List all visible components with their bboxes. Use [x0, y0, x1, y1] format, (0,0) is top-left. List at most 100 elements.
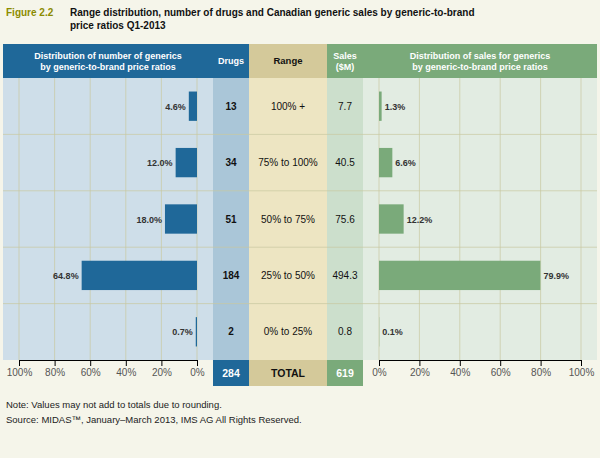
total-background	[249, 360, 327, 386]
bar	[379, 148, 392, 177]
bar	[379, 261, 540, 290]
grid-line	[125, 78, 126, 360]
total-value: 284	[222, 367, 240, 379]
bar	[379, 204, 404, 233]
tick-label: 20%	[410, 367, 430, 378]
grid-line	[90, 78, 91, 360]
data-label: 18.0%	[136, 215, 162, 225]
annotation: Source: MIDAS™, January–March 2013, IMS …	[6, 414, 302, 425]
total-background	[327, 360, 363, 386]
tick-mark	[90, 360, 91, 366]
bar	[165, 204, 197, 233]
data-label: 1.3%	[385, 102, 406, 112]
table-value: 7.7	[338, 101, 352, 112]
grid	[379, 78, 581, 360]
bar	[82, 261, 197, 290]
tick: 60%	[491, 360, 511, 378]
grid-line	[581, 78, 582, 360]
data-label: 0.1%	[382, 327, 403, 337]
tick: 20%	[152, 360, 172, 378]
bars	[379, 92, 540, 347]
tick-mark	[500, 360, 501, 366]
tick-mark	[197, 360, 198, 366]
data-labels: 4.6%12.0%18.0%64.8%0.7%	[53, 102, 193, 338]
column-header: Sales($M)	[333, 51, 357, 72]
grid-line	[19, 78, 20, 360]
bar-chart: Distribution of number of genericsby gen…	[3, 44, 213, 378]
data-label: 6.6%	[395, 158, 416, 168]
bar	[379, 92, 382, 121]
data-label: 0.7%	[172, 327, 193, 337]
total-label: TOTAL	[271, 367, 306, 379]
tick-label: 80%	[531, 367, 551, 378]
tick-mark	[541, 360, 542, 366]
tick: 100%	[7, 360, 33, 378]
column-background	[213, 78, 249, 360]
grid-line	[540, 78, 541, 360]
chart-title: Distribution of sales for genericsby gen…	[410, 51, 551, 72]
table: Drugs1334511842284Range100% +75% to 100%…	[213, 44, 363, 386]
header-background	[363, 44, 597, 78]
bar-chart: Distribution of sales for genericsby gen…	[363, 44, 597, 378]
tick-mark	[581, 360, 582, 366]
bar	[176, 148, 197, 177]
tick-mark	[19, 360, 20, 366]
tick: 40%	[450, 360, 470, 378]
axis-line	[380, 361, 582, 367]
column-background	[3, 78, 213, 360]
row-separator	[3, 303, 597, 304]
table-value: 494.3	[332, 270, 357, 281]
tick-label: 60%	[491, 367, 511, 378]
total-background	[213, 360, 249, 386]
grid-line	[54, 78, 55, 360]
table-value: 13	[225, 101, 237, 112]
column-header: Drugs	[218, 56, 244, 66]
category-label: 0% to 25%	[264, 326, 312, 337]
title-group: Figure 2.2 Range distribution, number of …	[6, 7, 475, 31]
x-axis: 100% 80% 60% 40% 20% 0%	[7, 360, 205, 378]
tick-label: 20%	[152, 367, 172, 378]
table-value: 0.8	[338, 326, 352, 337]
bar	[379, 317, 380, 346]
tick-label: 60%	[81, 367, 101, 378]
row-separators	[3, 134, 597, 303]
category-label: 75% to 100%	[258, 157, 318, 168]
tick: 100%	[569, 360, 595, 378]
tick: 60%	[81, 360, 101, 378]
grid	[19, 78, 197, 360]
tick-mark	[161, 360, 162, 366]
header-background	[249, 44, 327, 78]
tick-label: 80%	[45, 367, 65, 378]
tick-label: 100%	[7, 367, 33, 378]
table-value: 51	[225, 214, 237, 225]
bar	[196, 317, 197, 346]
total-value: 619	[336, 367, 354, 379]
tick-mark	[55, 360, 56, 366]
tick-mark	[126, 360, 127, 366]
tick: 40%	[116, 360, 136, 378]
tick-label: 0%	[190, 367, 205, 378]
column-background	[363, 78, 597, 360]
header-background	[3, 44, 213, 78]
table-value: 34	[225, 157, 237, 168]
table-value: 184	[223, 270, 240, 281]
title: Range distribution, number of drugs and …	[70, 7, 475, 31]
category-label: 25% to 50%	[261, 270, 315, 281]
row-separator	[3, 190, 597, 191]
tick: 0%	[190, 360, 205, 378]
tick: 0%	[372, 360, 387, 378]
column-background	[327, 78, 363, 360]
notes: Note: Values may not add to totals due t…	[6, 399, 302, 425]
row-separator	[3, 134, 597, 135]
category-label: 50% to 75%	[261, 214, 315, 225]
chart-root: Figure 2.2 Range distribution, number of …	[0, 0, 600, 458]
header-background	[213, 44, 249, 78]
grid-line	[500, 78, 501, 360]
chart-title: Distribution of number of genericsby gen…	[34, 51, 182, 72]
title-label: Figure 2.2	[6, 7, 54, 18]
data-label: 79.9%	[543, 271, 569, 281]
grid-line	[459, 78, 460, 360]
tick-label: 40%	[116, 367, 136, 378]
column-header: Range	[273, 55, 302, 66]
x-axis: 0% 20% 40% 60% 80% 100%	[372, 360, 594, 378]
